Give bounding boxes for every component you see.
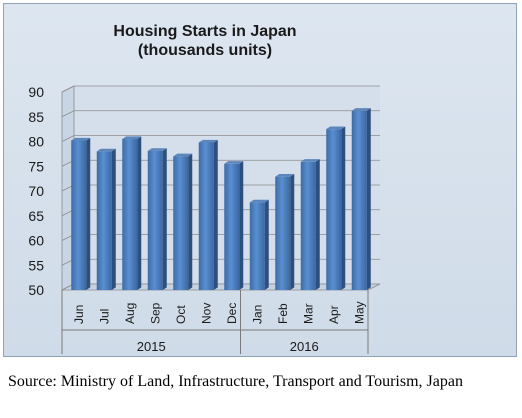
bar-top xyxy=(224,161,244,164)
y-tick-label: 75 xyxy=(28,158,44,174)
bar-top xyxy=(198,139,218,143)
x-tick-label: Sep xyxy=(148,302,162,324)
bar-side xyxy=(239,161,244,290)
bar-side xyxy=(264,199,269,290)
bar xyxy=(198,142,214,290)
bar xyxy=(249,202,265,290)
y-tick-label: 55 xyxy=(28,257,44,273)
gridline xyxy=(61,85,380,93)
x-tick-label: Aug xyxy=(123,303,137,324)
housing-starts-chart: Housing Starts in Japan (thousands units… xyxy=(28,23,381,354)
bar-side xyxy=(188,153,193,290)
bar-side xyxy=(366,108,371,290)
x-tick-label: Dec xyxy=(225,303,239,324)
bar-top xyxy=(300,159,320,162)
bar xyxy=(71,140,87,290)
bar-side xyxy=(290,173,295,290)
bar xyxy=(351,110,367,290)
group-label: 2015 xyxy=(137,339,166,354)
bar-side xyxy=(137,136,142,290)
x-tick-label: Feb xyxy=(276,303,290,324)
x-tick-label: Mar xyxy=(301,303,315,324)
bar-side xyxy=(213,139,218,290)
source-note: Source: Ministry of Land, Infrastructure… xyxy=(8,373,463,390)
y-tick-label: 90 xyxy=(28,84,44,100)
bar-layer xyxy=(71,108,371,290)
group-label: 2016 xyxy=(290,339,319,354)
chart-subtitle: (thousands units) xyxy=(138,42,272,59)
bar xyxy=(147,150,163,290)
bar-top xyxy=(351,108,371,111)
y-tick-label: 80 xyxy=(28,134,44,150)
bar-side xyxy=(162,148,167,290)
y-tick-label: 50 xyxy=(28,282,44,298)
bar xyxy=(122,139,138,290)
x-tick-label: Apr xyxy=(327,305,341,324)
x-tick-label: Jun xyxy=(72,305,86,324)
bar xyxy=(224,163,240,290)
y-tick-label: 70 xyxy=(28,183,44,199)
gridline xyxy=(61,110,380,118)
bar-top xyxy=(122,136,142,140)
bar-side xyxy=(341,126,346,290)
bar-side xyxy=(111,148,116,290)
bar xyxy=(300,161,316,290)
y-tick-label: 60 xyxy=(28,233,44,249)
bar-top xyxy=(173,153,193,157)
bar xyxy=(275,176,291,290)
bar-side xyxy=(86,137,91,290)
y-tick-label: 85 xyxy=(28,109,44,125)
x-tick-label: Jul xyxy=(97,309,111,324)
axis-layer xyxy=(61,290,369,354)
chart-title: Housing Starts in Japan xyxy=(113,23,296,40)
bar xyxy=(173,156,189,290)
x-tick-label: Nov xyxy=(199,303,213,324)
bar xyxy=(96,151,112,290)
x-tick-label: Jan xyxy=(250,305,264,324)
bar-side xyxy=(315,159,320,290)
bar-top xyxy=(96,148,116,152)
label-layer: 50 55 60 65 70 75 80 85 90 Jun Jul Aug Sep Oct Nov Dec J… xyxy=(28,84,366,354)
gridline xyxy=(61,135,380,142)
bar-top xyxy=(249,199,269,203)
y-tick-label: 65 xyxy=(28,208,44,224)
bar-top xyxy=(71,137,91,141)
x-tick-label: Oct xyxy=(174,305,188,324)
x-tick-label: May xyxy=(352,301,366,324)
plot-floor xyxy=(61,283,381,291)
bar-top xyxy=(147,148,167,151)
bar xyxy=(326,129,342,290)
bar-top xyxy=(275,173,295,177)
bar-top xyxy=(326,126,346,130)
